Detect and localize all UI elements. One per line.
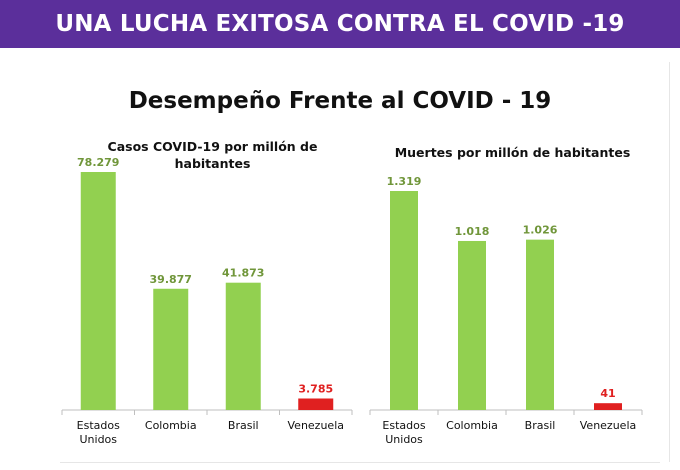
bar <box>390 191 418 410</box>
tick-label: Venezuela <box>288 419 345 432</box>
tick-label: Colombia <box>446 419 498 432</box>
bar <box>298 398 334 410</box>
data-label: 41.873 <box>222 267 264 280</box>
bar <box>526 239 554 410</box>
bar <box>458 240 486 410</box>
tick-label: Colombia <box>145 419 197 432</box>
data-label: 39.877 <box>150 273 192 286</box>
divider <box>60 462 660 463</box>
data-label: 41 <box>600 387 615 400</box>
tick-label: Estados Unidos <box>382 419 425 446</box>
bar <box>80 172 116 410</box>
tick-label: Brasil <box>228 419 259 432</box>
bar <box>153 288 189 410</box>
header-banner: UNA LUCHA EXITOSA CONTRA EL COVID -19 <box>0 0 680 48</box>
tick-label: Brasil <box>525 419 556 432</box>
bar <box>225 282 261 410</box>
divider <box>669 62 670 462</box>
header-title: UNA LUCHA EXITOSA CONTRA EL COVID -19 <box>55 11 625 37</box>
data-label: 3.785 <box>298 382 333 395</box>
slide-title: Desempeño Frente al COVID - 19 <box>128 88 552 114</box>
bar <box>594 403 622 410</box>
data-label: 1.018 <box>455 225 490 238</box>
tick-label: Estados Unidos <box>77 419 120 446</box>
data-label: 1.026 <box>523 224 558 237</box>
chart-title-deaths: Muertes por millón de habitantes <box>394 145 631 160</box>
data-label: 78.279 <box>77 156 119 169</box>
chart-title-cases: Casos COVID-19 por millón de habitantes <box>107 139 318 171</box>
tick-label: Venezuela <box>580 419 637 432</box>
data-label: 1.319 <box>387 175 422 188</box>
